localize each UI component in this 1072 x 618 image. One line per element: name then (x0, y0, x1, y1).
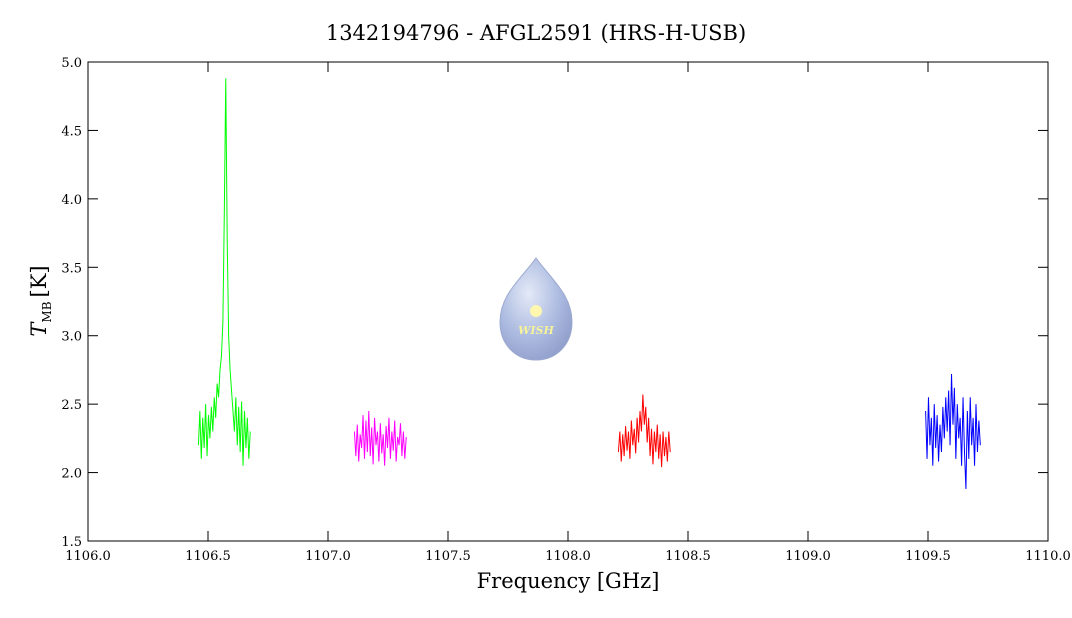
chart-title: 1342194796 - AFGL2591 (HRS-H-USB) (326, 21, 746, 45)
x-tick-label: 1109.0 (785, 549, 831, 564)
x-tick-label: 1107.5 (425, 549, 471, 564)
logo: WISH (499, 257, 573, 361)
spectrum-line (617, 394, 671, 468)
x-tick-label: 1108.0 (545, 549, 591, 564)
y-tick-label: 2.0 (61, 467, 82, 482)
y-axis-label: TMB [K] (27, 265, 54, 336)
x-tick-label: 1108.5 (665, 549, 711, 564)
y-label-unit: [K] (27, 265, 51, 297)
logo-star (530, 305, 542, 317)
x-tick-label: 1110.0 (1025, 549, 1071, 564)
y-tick-label: 2.5 (61, 398, 82, 413)
y-tick-label: 3.5 (61, 261, 82, 276)
y-label-sub: MB (40, 301, 54, 322)
spectrum-line (353, 410, 407, 466)
x-tick-label: 1109.5 (905, 549, 951, 564)
y-tick-label: 5.0 (61, 56, 82, 71)
spectrum-line (925, 374, 981, 490)
x-tick-label: 1106.5 (185, 549, 231, 564)
logo-text: WISH (518, 324, 554, 337)
y-tick-label: 4.0 (61, 193, 82, 208)
x-tick-label: 1107.0 (305, 549, 351, 564)
x-axis-label: Frequency [GHz] (477, 569, 660, 593)
x-tick-label: 1106.0 (65, 549, 111, 564)
y-tick-label: 4.5 (61, 124, 82, 139)
spectrum-line (197, 78, 251, 466)
y-tick-label: 3.0 (61, 330, 82, 345)
y-label-main: T (27, 321, 51, 337)
y-tick-label: 1.5 (61, 535, 82, 550)
